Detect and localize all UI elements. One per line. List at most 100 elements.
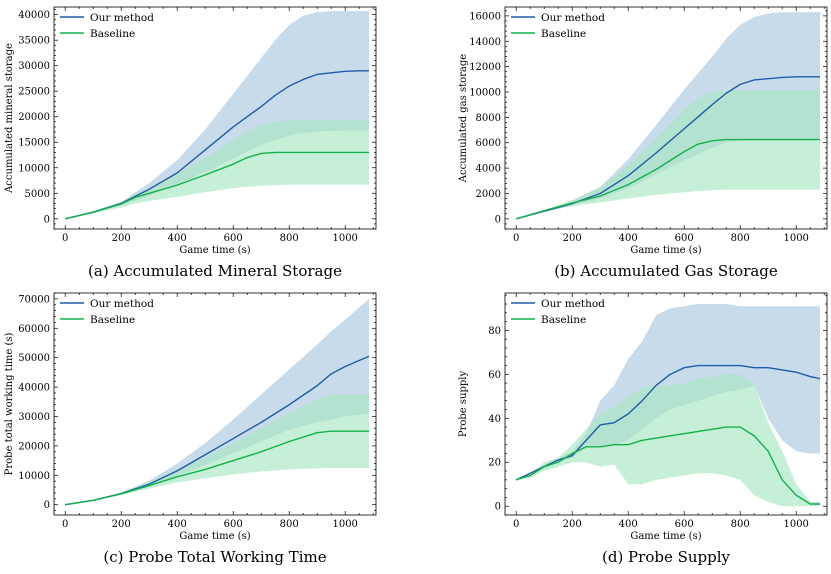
- x-tick-label: 1000: [783, 233, 808, 244]
- y-tick-label: 15000: [18, 138, 50, 149]
- x-tick-label: 1000: [332, 519, 357, 530]
- x-tick-label: 0: [62, 519, 68, 530]
- y-tick-label: 50000: [18, 353, 50, 364]
- series-line-2: [516, 138, 820, 220]
- y-tick-label: 60000: [18, 324, 50, 335]
- series-line-1: [65, 70, 369, 220]
- x-tick-label: 800: [280, 233, 299, 244]
- y-tick-label: 20: [488, 458, 501, 469]
- legend-label-series-1: Our method: [90, 12, 154, 24]
- panel-caption: (b) Accumulated Gas Storage: [554, 262, 778, 280]
- y-tick-label: 60: [488, 370, 501, 381]
- y-tick-label: 10000: [18, 163, 50, 174]
- panel-b: 0 200 400 600 800 100002000400060008000100001…: [458, 6, 828, 280]
- y-tick-label: 30000: [18, 61, 50, 72]
- y-tick-label: 2000: [476, 189, 501, 200]
- axes-frame: [53, 6, 377, 230]
- legend-label-series-1: Our method: [90, 298, 154, 310]
- confidence-band-series-1: [65, 11, 369, 219]
- confidence-band-series-2: [516, 374, 820, 507]
- legend: Our method Baseline: [511, 298, 605, 326]
- x-tick-label: 800: [280, 519, 299, 530]
- y-tick-label: 10000: [469, 87, 501, 98]
- y-tick-label: 12000: [469, 62, 501, 73]
- x-tick-label: 600: [675, 519, 694, 530]
- y-axis-label: Accumulated gas storage: [458, 54, 469, 183]
- panel-a: 0 200 400 600 800 100005000100001500020000250…: [4, 6, 377, 280]
- plot-area: [515, 303, 821, 507]
- x-tick-label: 0: [513, 233, 519, 244]
- x-axis-label: Game time (s): [630, 531, 701, 542]
- x-tick-label: 200: [563, 233, 582, 244]
- y-tick-label: 40000: [18, 10, 50, 21]
- x-axis-label: Game time (s): [630, 245, 701, 256]
- panel-caption: (c) Probe Total Working Time: [103, 548, 326, 566]
- x-axis-label: Game time (s): [179, 245, 250, 256]
- legend-label-series-2: Baseline: [541, 28, 586, 40]
- y-tick-label: 10000: [18, 471, 50, 482]
- x-tick-label: 400: [168, 519, 187, 530]
- y-axis-label: Probe supply: [458, 371, 469, 438]
- x-tick-label: 200: [112, 519, 131, 530]
- y-tick-label: 0: [495, 214, 501, 225]
- y-tick-label: 5000: [25, 189, 50, 200]
- y-tick-label: 4000: [476, 164, 501, 175]
- axes-frame: [504, 292, 828, 516]
- x-tick-label: 800: [731, 519, 750, 530]
- legend: Our method Baseline: [60, 298, 154, 326]
- x-tick-label: 600: [675, 233, 694, 244]
- y-tick-label: 0: [44, 500, 50, 511]
- y-tick-label: 0: [495, 502, 501, 513]
- plot-area: [516, 12, 820, 220]
- panel-caption: (a) Accumulated Mineral Storage: [88, 262, 342, 280]
- confidence-band-series-2: [65, 394, 369, 505]
- confidence-band-series-1: [65, 298, 369, 505]
- axes-frame: [504, 6, 828, 230]
- panel-d: 0 200 400 600 800 1000 0 20 40 60 80 Game time (s) P…: [458, 292, 828, 566]
- x-tick-label: 0: [513, 519, 519, 530]
- y-tick-label: 80: [488, 326, 501, 337]
- y-tick-label: 40: [488, 414, 501, 425]
- confidence-band-series-2: [516, 90, 820, 219]
- panel-c: 0 200 400 600 800 100001000020000300004000050…: [4, 292, 377, 566]
- y-tick-label: 14000: [469, 37, 501, 48]
- y-tick-label: 0: [44, 214, 50, 225]
- x-tick-label: 800: [731, 233, 750, 244]
- series-line-2: [515, 426, 820, 505]
- legend-label-series-1: Our method: [541, 298, 605, 310]
- x-tick-label: 1000: [783, 519, 808, 530]
- x-tick-label: 400: [168, 233, 187, 244]
- x-tick-label: 400: [619, 233, 638, 244]
- x-tick-label: 600: [224, 233, 243, 244]
- x-tick-label: 1000: [332, 233, 357, 244]
- y-tick-label: 8000: [476, 113, 501, 124]
- plot-area: [65, 298, 370, 506]
- x-tick-label: 400: [619, 519, 638, 530]
- y-tick-label: 30000: [18, 412, 50, 423]
- y-axis-label: Probe total working time (s): [4, 333, 15, 476]
- legend-label-series-2: Baseline: [541, 314, 586, 326]
- legend-label-series-2: Baseline: [90, 28, 135, 40]
- y-axis-label: Accumulated mineral storage: [4, 43, 15, 194]
- y-tick-label: 20000: [18, 441, 50, 452]
- x-tick-label: 200: [112, 233, 131, 244]
- legend-label-series-1: Our method: [541, 12, 605, 24]
- series-line-2: [65, 430, 369, 506]
- series-line-2: [65, 151, 369, 220]
- legend: Our method Baseline: [511, 12, 605, 40]
- y-tick-label: 20000: [18, 112, 50, 123]
- y-tick-label: 35000: [18, 36, 50, 47]
- y-tick-label: 70000: [18, 294, 50, 305]
- confidence-band-series-2: [65, 120, 369, 219]
- x-tick-label: 200: [563, 519, 582, 530]
- plot-area: [65, 11, 369, 220]
- y-tick-label: 16000: [469, 11, 501, 22]
- legend: Our method Baseline: [60, 12, 154, 40]
- x-tick-label: 0: [62, 233, 68, 244]
- y-tick-label: 6000: [476, 138, 501, 149]
- y-tick-label: 40000: [18, 383, 50, 394]
- y-tick-label: 25000: [18, 87, 50, 98]
- legend-label-series-2: Baseline: [90, 314, 135, 326]
- confidence-band-series-1: [516, 12, 820, 219]
